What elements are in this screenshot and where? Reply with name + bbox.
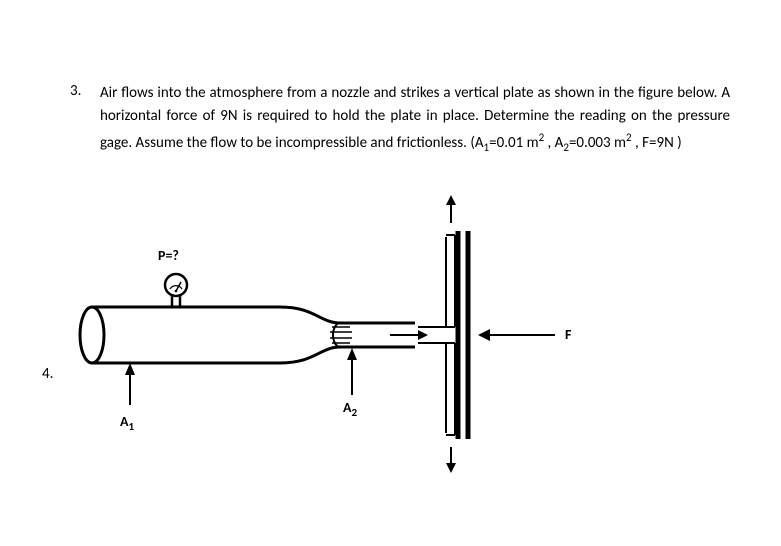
label-a1: A1 — [120, 413, 134, 433]
label-pressure: P=? — [158, 247, 179, 264]
text-part: =0.01 m — [489, 134, 538, 152]
label-a2-sub: 2 — [351, 406, 357, 419]
text-part: , A — [544, 134, 563, 152]
label-a2: A2 — [343, 399, 357, 419]
nozzle-diagram: P=? A1 A2 F — [60, 195, 600, 475]
label-a1-sub: 1 — [128, 420, 134, 433]
next-question-number: 4. — [42, 365, 53, 383]
text-part: =0.003 m — [569, 134, 626, 152]
label-force: F — [565, 326, 571, 343]
text-part: , F=9N ) — [632, 134, 682, 152]
question-text: Air flows into the atmosphere from a noz… — [100, 82, 730, 156]
question-number: 3. — [70, 82, 81, 100]
